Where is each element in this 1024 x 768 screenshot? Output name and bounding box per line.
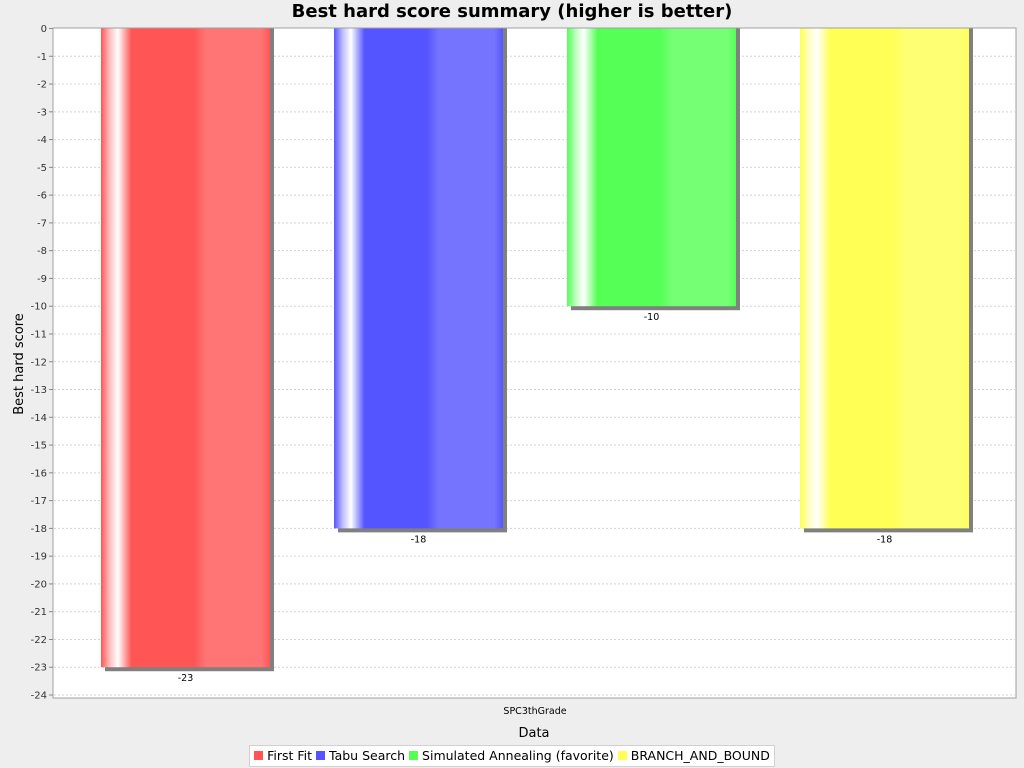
y-tick-label: 0 — [41, 24, 47, 35]
y-tick-label: -11 — [31, 329, 47, 340]
y-tick-label: -24 — [31, 691, 47, 702]
y-tick-label: -18 — [31, 524, 47, 535]
legend-label: Tabu Search — [329, 748, 406, 763]
chart-canvas: 0 -1 -2 -3 -4 -5 -6 -7 -8 -9 -10 -11 -12 -13 -14 -15 -16… — [12, 24, 1017, 741]
y-tick-label: -15 — [31, 441, 47, 452]
legend-label: BRANCH_AND_BOUND — [630, 748, 770, 763]
legend-item: Tabu Search — [316, 746, 405, 766]
legend-label: First Fit — [267, 748, 313, 763]
y-tick-label: -2 — [37, 80, 47, 91]
y-tick-label: -3 — [37, 107, 47, 118]
y-tick-label: -17 — [31, 496, 47, 507]
y-axis-label: Best hard score — [12, 313, 27, 415]
legend-box: First Fit Tabu Search Simulated Annealing … — [249, 745, 775, 767]
y-tick-label: -4 — [37, 135, 47, 146]
y-axis-ticks: 0 -1 -2 -3 -4 -5 -6 -7 -8 -9 -10 -11 -12 -13 -14 -15 -16… — [31, 24, 53, 702]
data-labels: -23 -18 -10 -18 — [178, 312, 893, 684]
bar — [334, 28, 503, 529]
y-tick-label: -13 — [31, 385, 47, 396]
chart-title: Best hard score summary (higher is bette… — [291, 1, 733, 22]
legend-label: Simulated Annealing (favorite) — [422, 748, 614, 763]
x-axis-categories: SPC3thGrade — [503, 706, 566, 717]
x-category-label: SPC3thGrade — [503, 706, 566, 717]
legend-swatch — [409, 751, 419, 760]
y-tick-label: -12 — [31, 357, 47, 368]
bar — [101, 28, 270, 668]
y-tick-label: -14 — [31, 413, 47, 424]
legend-item: Simulated Annealing (favorite) — [409, 746, 614, 766]
legend-swatch — [617, 751, 627, 760]
bar — [567, 28, 736, 307]
y-tick-label: -9 — [37, 274, 47, 285]
y-tick-label: -7 — [37, 218, 47, 229]
y-tick-label: -10 — [31, 302, 47, 313]
y-tick-label: -6 — [37, 191, 47, 202]
y-tick-label: -1 — [37, 52, 47, 63]
legend-swatch — [316, 751, 326, 760]
bar-value-label: -18 — [877, 534, 893, 545]
bar-value-label: -10 — [644, 312, 660, 323]
y-tick-label: -23 — [31, 663, 47, 674]
bar-value-label: -18 — [411, 534, 427, 545]
legend-item: First Fit — [254, 746, 312, 766]
legend: First Fit Tabu Search Simulated Annealing … — [0, 745, 1024, 767]
bar — [800, 28, 969, 529]
y-tick-label: -22 — [31, 635, 47, 646]
legend-item: BRANCH_AND_BOUND — [617, 746, 770, 766]
y-tick-label: -21 — [31, 607, 47, 618]
y-tick-label: -5 — [37, 163, 47, 174]
bar-value-label: -23 — [178, 673, 194, 684]
y-tick-label: -19 — [31, 552, 47, 563]
y-tick-label: -16 — [31, 468, 47, 479]
legend-swatch — [254, 751, 264, 760]
x-axis-label: Data — [518, 726, 549, 741]
y-tick-label: -8 — [37, 246, 47, 257]
bars — [101, 28, 973, 672]
y-tick-label: -20 — [31, 579, 47, 590]
